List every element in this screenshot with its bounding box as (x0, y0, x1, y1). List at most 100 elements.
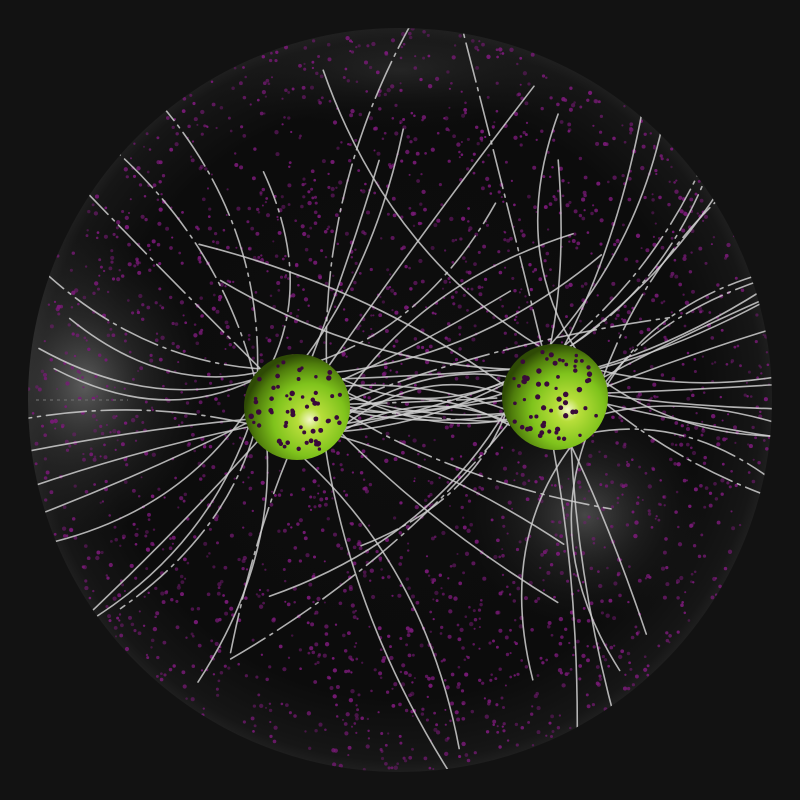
particle (731, 526, 736, 531)
particle (120, 274, 125, 278)
particle (284, 88, 288, 93)
particle (197, 643, 202, 648)
particle (171, 341, 175, 346)
particle (212, 673, 216, 676)
particle (542, 589, 546, 592)
particle (438, 573, 442, 577)
particle (616, 238, 619, 242)
particle (383, 131, 387, 135)
field-line (603, 402, 772, 529)
particle (747, 471, 751, 474)
particle (549, 96, 553, 100)
particle (583, 209, 586, 212)
particle (76, 369, 80, 374)
particle (454, 525, 459, 530)
particle (231, 86, 235, 91)
particle (257, 211, 261, 214)
particle (160, 591, 165, 596)
particle (363, 60, 369, 65)
particle (259, 353, 263, 357)
particle (480, 129, 484, 134)
particle (191, 664, 196, 668)
particle (693, 369, 697, 374)
particle (578, 664, 583, 668)
particle (550, 520, 554, 523)
particle (124, 646, 130, 652)
particle (708, 311, 712, 314)
particle (362, 478, 366, 481)
particle (95, 236, 99, 240)
particle (88, 596, 92, 600)
particle (194, 379, 197, 383)
particle (65, 534, 69, 537)
particle (545, 734, 548, 737)
particle (389, 369, 392, 372)
particle (182, 96, 187, 101)
particle (688, 504, 692, 509)
particle (234, 163, 239, 167)
pole-particle (290, 412, 296, 418)
particle (638, 465, 641, 469)
particle (458, 581, 463, 586)
particle (492, 315, 496, 319)
particle (540, 129, 544, 133)
particle (389, 645, 392, 649)
particle (456, 423, 461, 427)
particle (420, 172, 423, 176)
particle (335, 703, 338, 707)
particle (250, 716, 255, 721)
particle (533, 268, 538, 272)
particle (141, 303, 145, 307)
field-line (322, 69, 544, 350)
particle (92, 457, 97, 462)
particle (513, 318, 517, 322)
particle (452, 302, 456, 306)
particle (543, 205, 548, 210)
particle (492, 719, 497, 724)
particle (460, 153, 464, 156)
particle (670, 236, 674, 240)
particle (350, 287, 354, 292)
particle (367, 341, 371, 344)
particle (467, 220, 470, 223)
particle (277, 493, 282, 497)
particle (298, 518, 303, 523)
particle (542, 579, 545, 582)
particle (445, 685, 450, 690)
particle (558, 714, 562, 717)
particle (193, 619, 199, 625)
particle (174, 142, 179, 147)
particle (223, 664, 227, 668)
particle (349, 49, 352, 53)
particle (75, 333, 80, 338)
particle (200, 109, 205, 115)
particle (177, 506, 180, 509)
field-line (228, 419, 512, 661)
particle (290, 634, 294, 637)
particle (692, 521, 696, 525)
particle (101, 500, 105, 503)
particle (415, 600, 420, 605)
particle (603, 546, 606, 549)
particle (193, 449, 197, 453)
particle (501, 52, 505, 55)
particle (599, 130, 603, 134)
field-line (569, 443, 648, 635)
particle (277, 230, 282, 235)
particle (532, 270, 535, 273)
particle (182, 499, 186, 503)
particle (596, 181, 601, 186)
particle (654, 293, 659, 298)
particle (348, 698, 354, 703)
particle (352, 610, 356, 614)
particle (161, 306, 165, 310)
particle (171, 321, 175, 326)
particle (83, 544, 88, 548)
particle (354, 261, 358, 266)
particle (419, 77, 423, 82)
field-line (341, 380, 511, 433)
particle (587, 489, 591, 493)
particle (233, 152, 237, 155)
particle (484, 135, 487, 139)
particle (604, 321, 608, 325)
